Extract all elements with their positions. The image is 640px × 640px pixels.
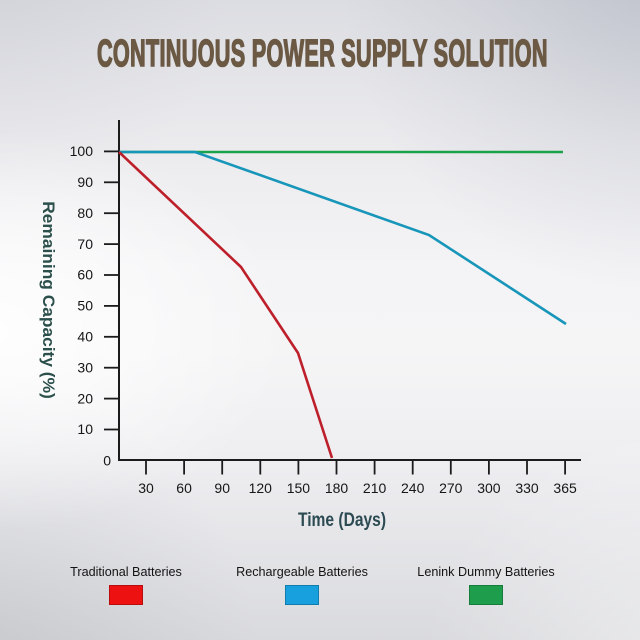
svg-text:70: 70 xyxy=(77,236,93,252)
svg-text:30: 30 xyxy=(138,480,154,496)
svg-text:0: 0 xyxy=(103,453,111,469)
svg-text:60: 60 xyxy=(77,267,93,283)
svg-text:40: 40 xyxy=(77,329,93,345)
svg-text:10: 10 xyxy=(77,421,93,437)
svg-text:90: 90 xyxy=(77,174,93,190)
svg-text:240: 240 xyxy=(401,480,425,496)
svg-text:120: 120 xyxy=(249,480,273,496)
svg-text:365: 365 xyxy=(553,480,577,496)
svg-text:330: 330 xyxy=(515,480,539,496)
svg-text:80: 80 xyxy=(77,205,93,221)
svg-text:50: 50 xyxy=(77,298,93,314)
svg-text:100: 100 xyxy=(70,143,94,159)
svg-text:30: 30 xyxy=(77,359,93,375)
svg-text:90: 90 xyxy=(214,480,230,496)
svg-text:270: 270 xyxy=(439,480,463,496)
svg-text:210: 210 xyxy=(363,480,387,496)
svg-text:20: 20 xyxy=(77,390,93,406)
svg-text:60: 60 xyxy=(176,480,192,496)
svg-text:180: 180 xyxy=(325,480,349,496)
svg-text:150: 150 xyxy=(287,480,311,496)
svg-text:300: 300 xyxy=(477,480,501,496)
